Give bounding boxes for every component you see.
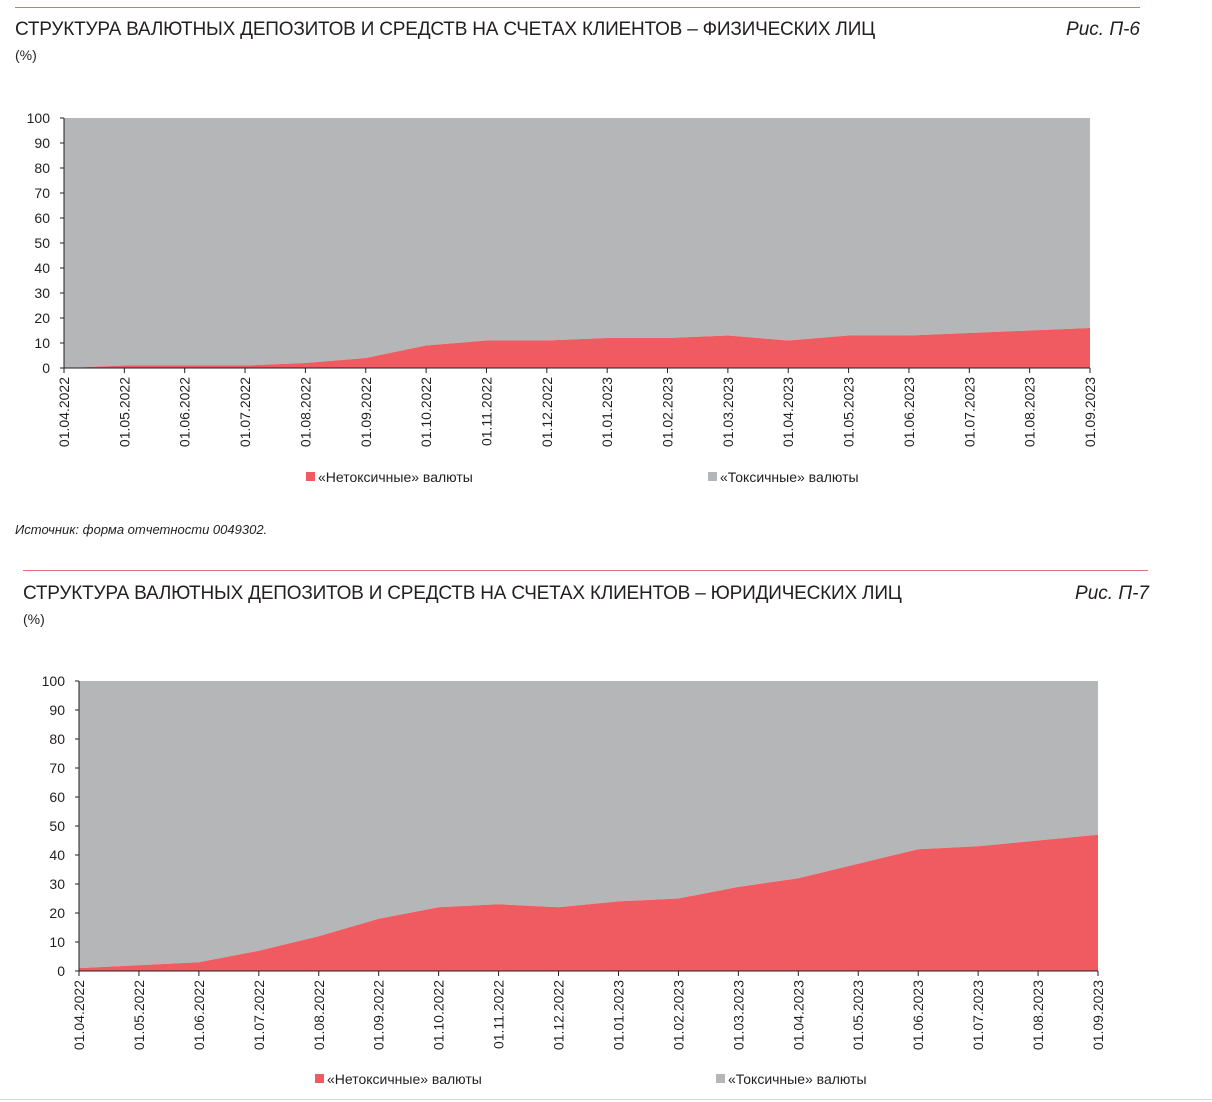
y-tick-label: 100: [27, 110, 51, 126]
x-tick-label: 01.04.2023: [790, 980, 806, 1050]
x-tick-label: 01.05.2022: [116, 377, 132, 447]
x-tick-label: 01.06.2022: [177, 377, 193, 447]
series-area-toxic: [64, 118, 1090, 368]
page-edge: [0, 1099, 1212, 1100]
chart-title: СТРУКТУРА ВАЛЮТНЫХ ДЕПОЗИТОВ И СРЕДСТВ Н…: [15, 19, 876, 40]
x-tick-label: 01.06.2023: [910, 980, 926, 1050]
x-tick-label: 01.04.2023: [780, 377, 796, 447]
x-tick-label: 01.07.2022: [237, 377, 253, 447]
source-note: Источник: форма отчетности 0049302.: [15, 522, 268, 537]
section-rule: [23, 570, 1148, 571]
y-tick-label: 20: [34, 310, 50, 326]
series-area-toxic: [79, 681, 1098, 969]
x-tick-label: 01.07.2022: [251, 980, 267, 1050]
y-tick-label: 40: [34, 260, 50, 276]
legend-item-nontoxic-swatch: [315, 1074, 324, 1083]
y-tick-label: 70: [34, 185, 50, 201]
legend-item-nontoxic-swatch: [306, 472, 315, 481]
y-tick-label: 90: [34, 135, 50, 151]
y-tick-label: 80: [34, 160, 50, 176]
y-tick-label: 30: [34, 285, 50, 301]
x-tick-label: 01.04.2022: [56, 377, 72, 447]
x-tick-label: 01.03.2023: [730, 980, 746, 1050]
y-tick-label: 10: [49, 934, 65, 950]
x-tick-label: 01.06.2022: [191, 980, 207, 1050]
x-tick-label: 01.05.2023: [841, 377, 857, 447]
x-tick-label: 01.02.2023: [670, 980, 686, 1050]
legend-item-toxic-label: «Токсичные» валюты: [728, 1071, 867, 1087]
x-tick-label: 01.08.2022: [297, 377, 313, 447]
chart-title: СТРУКТУРА ВАЛЮТНЫХ ДЕПОЗИТОВ И СРЕДСТВ Н…: [23, 583, 902, 604]
x-tick-label: 01.09.2022: [371, 980, 387, 1050]
x-tick-label: 01.07.2023: [970, 980, 986, 1050]
x-tick-label: 01.12.2022: [539, 377, 555, 447]
legend-item-toxic-swatch: [716, 1074, 725, 1083]
x-tick-label: 01.10.2022: [431, 980, 447, 1050]
x-tick-label: 01.05.2023: [850, 980, 866, 1050]
y-tick-label: 100: [42, 673, 66, 689]
y-tick-label: 0: [57, 963, 65, 979]
x-tick-label: 01.01.2023: [610, 980, 626, 1050]
x-tick-label: 01.11.2022: [491, 980, 507, 1049]
y-tick-label: 50: [49, 818, 65, 834]
x-tick-label: 01.09.2023: [1082, 377, 1098, 447]
x-tick-label: 01.06.2023: [901, 377, 917, 447]
y-tick-label: 60: [49, 789, 65, 805]
x-tick-label: 01.09.2023: [1090, 980, 1106, 1050]
y-tick-label: 60: [34, 210, 50, 226]
x-tick-label: 01.05.2022: [131, 980, 147, 1050]
y-tick-label: 90: [49, 702, 65, 718]
x-tick-label: 01.08.2022: [311, 980, 327, 1050]
y-tick-label: 40: [49, 847, 65, 863]
legend-item-nontoxic-label: «Нетоксичные» валюты: [327, 1071, 482, 1087]
x-tick-label: 01.12.2022: [551, 980, 567, 1050]
x-tick-label: 01.04.2022: [71, 980, 87, 1050]
x-tick-label: 01.03.2023: [720, 377, 736, 447]
x-tick-label: 01.09.2022: [358, 377, 374, 447]
x-tick-label: 01.08.2023: [1022, 377, 1038, 447]
x-tick-label: 01.02.2023: [660, 377, 676, 447]
figure-label: Рис. П-7: [1075, 583, 1149, 604]
y-tick-label: 70: [49, 760, 65, 776]
x-tick-label: 01.10.2022: [418, 377, 434, 447]
x-tick-label: 01.11.2022: [478, 377, 494, 446]
series-area-nontoxic: [79, 834, 1098, 971]
y-tick-label: 20: [49, 905, 65, 921]
x-tick-label: 01.07.2023: [961, 377, 977, 447]
x-tick-label: 01.01.2023: [599, 377, 615, 447]
legend-item-toxic-label: «Токсичные» валюты: [720, 469, 859, 485]
top-rule: [15, 7, 1140, 8]
legend-item-toxic-swatch: [708, 472, 717, 481]
y-tick-label: 30: [49, 876, 65, 892]
figure-label: Рис. П-6: [1066, 19, 1140, 40]
series-area-nontoxic: [64, 328, 1090, 368]
y-tick-label: 50: [34, 235, 50, 251]
unit-label: (%): [23, 611, 45, 627]
x-tick-label: 01.08.2023: [1030, 980, 1046, 1050]
y-tick-label: 80: [49, 731, 65, 747]
legend-item-nontoxic-label: «Нетоксичные» валюты: [318, 469, 473, 485]
area-chart-individuals: 0 10 20 30 40 50 60 70 80 90 100 01.04.2022 01.05.20…: [27, 110, 1098, 485]
y-tick-label: 0: [42, 360, 50, 376]
unit-label: (%): [15, 47, 37, 63]
y-tick-label: 10: [34, 335, 50, 351]
